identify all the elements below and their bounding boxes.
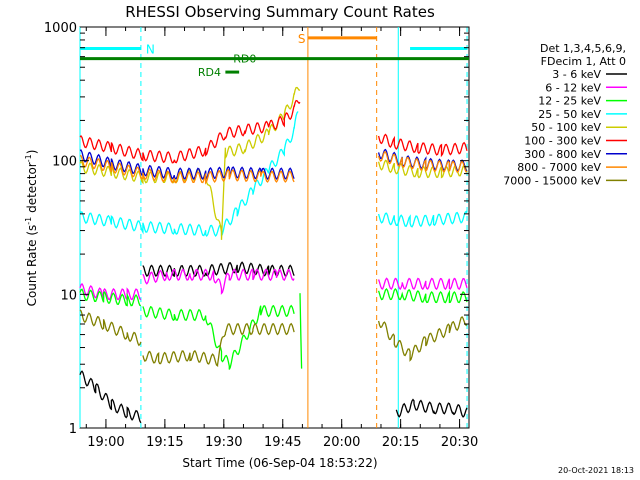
legend-entry-label: 6 - 12 keV [545, 81, 601, 94]
series-line-segment [79, 149, 295, 181]
x-axis-label: Start Time (06-Sep-04 18:53:22) [182, 456, 377, 470]
legend-entry-label: 100 - 300 keV [524, 135, 601, 148]
x-tick-label: 19:00 [87, 435, 124, 450]
legend-entry-label: 800 - 7000 keV [517, 161, 601, 174]
legend-header-line: Det 1,3,4,5,6,9, [540, 42, 626, 55]
series-12-25-kev [79, 287, 468, 370]
series-25-50-kev [79, 111, 468, 237]
y-axis-label-sup1: -1 [24, 217, 33, 225]
y-tick-label: 10 [60, 288, 77, 303]
series-line-segment [377, 277, 468, 291]
plot-border [79, 26, 470, 429]
legend-entry-label: 300 - 800 keV [524, 148, 601, 161]
y-tick-label: 1000 [44, 21, 77, 36]
series-line-segment [79, 288, 141, 307]
series-layer [79, 86, 468, 424]
legend-entry-label: 50 - 100 keV [531, 121, 601, 134]
instrument-markers: N S RD0 RD4 [79, 27, 469, 428]
series-line-segment [79, 111, 299, 237]
annotation-label: RD0 [233, 53, 256, 66]
y-axis-label-sup2: -1 [24, 154, 33, 162]
series-6-12-kev [79, 268, 468, 302]
series-line-segment [142, 322, 295, 367]
legend-entry-label: 7000 - 15000 keV [503, 174, 601, 187]
series-line-segment [377, 210, 468, 228]
series-line-segment [79, 282, 142, 302]
series-line-segment [79, 309, 142, 347]
y-tick-label: 1 [69, 422, 77, 437]
x-tick-label: 20:30 [441, 435, 478, 450]
x-tick-label: 19:45 [264, 435, 301, 450]
legend-entry-label: 3 - 6 keV [552, 68, 601, 81]
series-800-7000-kev [79, 151, 468, 185]
series-line-segment [299, 293, 303, 369]
y-axis-label-part2: detector [25, 162, 39, 217]
series-3-6-kev [79, 261, 468, 424]
legend-header-line: FDecim 1, Att 0 [541, 55, 626, 68]
series-line-segment [79, 370, 142, 424]
marker-label: S [298, 32, 306, 46]
series-line-segment [79, 154, 295, 185]
series-line-segment [377, 133, 468, 158]
legend: Det 1,3,4,5,6,9,FDecim 1, Att 03 - 6 keV… [503, 42, 627, 187]
creation-stamp: 20-Oct-2021 18:13 [558, 466, 634, 475]
axis-ticks: 1 10 100 1000 19:00 19:15 19:30 19:45 20:00 20:15… [44, 21, 478, 450]
series-7000-15000-kev [79, 309, 468, 367]
series-100-300-kev [79, 99, 468, 164]
marker-label: N [146, 43, 155, 57]
y-axis-label-part3: ) [25, 150, 39, 155]
chart-title: RHESSI Observing Summary Count Rates [125, 3, 435, 21]
y-axis-label: Count Rate (s-1 detector-1) [24, 150, 39, 307]
x-tick-label: 20:15 [382, 435, 419, 450]
series-line-segment [377, 287, 468, 304]
x-tick-label: 19:30 [205, 435, 242, 450]
legend-entry-label: 25 - 50 keV [538, 108, 601, 121]
annotation-label: RD4 [198, 66, 221, 79]
x-tick-label: 20:00 [323, 435, 360, 450]
plot-frame [79, 26, 470, 429]
series-line-segment [142, 304, 295, 370]
series-line-segment [377, 315, 468, 362]
series-line-segment [395, 398, 468, 418]
x-tick-label: 19:15 [146, 435, 183, 450]
series-line-segment [142, 268, 295, 295]
y-axis-label-part1: Count Rate (s [25, 225, 39, 307]
series-line-segment [142, 261, 295, 278]
series-line-segment [79, 99, 301, 164]
y-tick-label: 100 [52, 155, 77, 170]
legend-entry-label: 12 - 25 keV [538, 95, 601, 108]
series-line-segment [377, 151, 468, 173]
